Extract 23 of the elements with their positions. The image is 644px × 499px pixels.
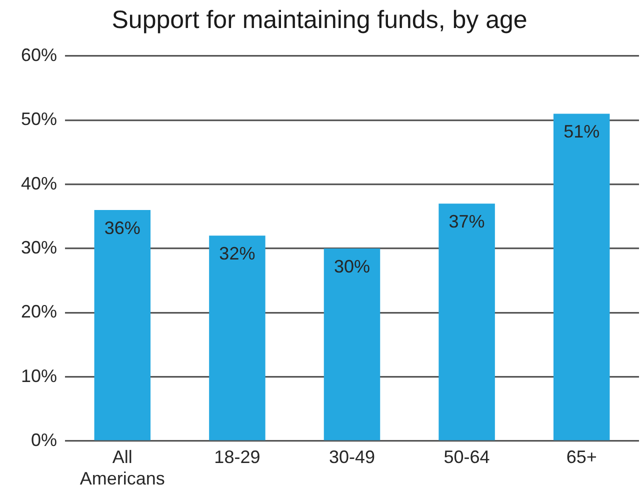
y-tick-label: 30%	[20, 237, 57, 258]
x-tick-label: 65+	[566, 446, 597, 467]
y-tick-label: 60%	[20, 44, 57, 65]
data-label: 37%	[448, 212, 485, 232]
y-tick-label: 40%	[20, 173, 57, 194]
y-tick-label: 0%	[30, 430, 57, 450]
data-label: 32%	[219, 244, 256, 264]
y-tick-label: 20%	[20, 302, 57, 322]
bar	[324, 248, 380, 440]
y-tick-label: 10%	[20, 366, 57, 386]
data-label: 30%	[334, 256, 370, 276]
bar	[94, 210, 151, 440]
data-label: 36%	[104, 218, 140, 238]
x-tick-label: 30-49	[328, 446, 376, 467]
data-label: 51%	[564, 122, 600, 142]
x-tick-label: 18-29	[214, 446, 260, 467]
bar	[209, 236, 266, 440]
x-tick-label: All Americans	[80, 446, 165, 488]
x-tick-label: 50-64	[444, 446, 490, 467]
bar	[438, 204, 495, 440]
y-tick-label: 50%	[20, 109, 57, 130]
chart-title: Support for maintaining funds, by age	[112, 6, 528, 34]
bar	[553, 114, 610, 440]
